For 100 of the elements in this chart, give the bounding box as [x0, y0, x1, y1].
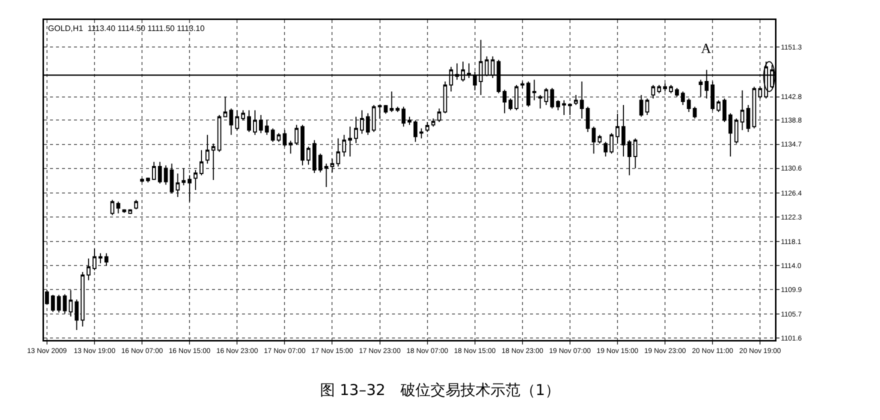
candlestick	[188, 174, 192, 202]
candlestick	[538, 94, 542, 109]
candlestick	[431, 118, 436, 128]
candlestick	[437, 108, 442, 122]
candlestick	[300, 124, 304, 166]
candlestick	[610, 132, 614, 154]
candlestick	[633, 138, 638, 169]
candlestick	[98, 252, 102, 264]
candlestick	[562, 100, 566, 116]
candlestick	[627, 140, 632, 176]
candlestick	[372, 104, 376, 132]
candlestick	[116, 201, 120, 214]
candlestick	[443, 81, 448, 114]
candlestick	[200, 150, 204, 176]
candlestick	[146, 177, 150, 183]
candlestick	[324, 163, 328, 188]
candlestick	[366, 112, 370, 136]
candlestick	[384, 104, 388, 114]
candlestick	[229, 108, 234, 136]
candlestick	[740, 90, 744, 131]
candlestick	[354, 116, 358, 144]
candlestick	[604, 141, 608, 158]
candlestick	[318, 153, 322, 173]
candlestick	[568, 102, 572, 116]
candlestick	[502, 89, 507, 114]
candlestick	[710, 81, 715, 111]
candlestick	[86, 258, 91, 281]
candlestick	[728, 112, 732, 158]
candlestick	[419, 128, 424, 139]
candlestick	[526, 81, 530, 108]
candlestick	[194, 170, 198, 190]
candlestick	[92, 248, 96, 271]
candlestick	[592, 126, 596, 154]
candlestick	[270, 128, 275, 142]
candlestick	[288, 140, 293, 154]
candlestick	[413, 120, 418, 142]
candlestick	[348, 126, 352, 158]
candlestick	[544, 87, 548, 106]
candlestick	[752, 86, 756, 129]
candlestick	[134, 199, 138, 210]
candlestick	[396, 106, 400, 113]
candlestick	[50, 294, 55, 312]
candlestick	[110, 199, 114, 216]
candlestick	[342, 134, 346, 158]
candlestick	[282, 130, 287, 148]
candlestick	[158, 161, 162, 184]
candlestick	[360, 110, 364, 134]
candlestick	[639, 94, 644, 118]
candlestick	[205, 134, 210, 164]
candlestick	[56, 294, 61, 313]
candlestick	[520, 81, 524, 88]
candlestick	[276, 132, 281, 142]
candlestick	[669, 84, 673, 94]
candlestick	[241, 110, 246, 121]
candlestick	[408, 116, 412, 126]
candlestick	[514, 84, 518, 111]
candlestick	[680, 91, 685, 106]
candlestick	[336, 138, 340, 168]
candlestick	[402, 106, 406, 128]
candlestick	[140, 178, 144, 183]
candlestick	[170, 163, 174, 194]
candlestick	[716, 100, 720, 113]
candlestick	[253, 110, 257, 136]
candlestick	[74, 299, 79, 331]
candlestick	[508, 98, 512, 111]
candlestick	[235, 110, 240, 131]
candlestick	[68, 290, 73, 318]
candlestick	[258, 114, 263, 134]
candlestick	[217, 114, 222, 152]
candlestick	[176, 173, 180, 198]
candlestick	[45, 290, 49, 305]
candlestick	[674, 87, 679, 98]
candlestick	[622, 104, 626, 158]
text: 图 13–32 破位交易技术示范（1）	[320, 380, 560, 399]
candlestick	[746, 104, 750, 132]
candlestick	[734, 118, 738, 144]
candlestick	[80, 272, 85, 328]
candlestick	[651, 84, 656, 100]
candlestick	[330, 158, 334, 173]
candlestick	[62, 294, 67, 314]
candlestick	[104, 252, 108, 266]
candlestick	[128, 208, 132, 214]
candlestick	[306, 146, 310, 166]
candlestick	[425, 121, 430, 132]
candlestick	[294, 124, 299, 146]
annotation: GOLD,H1 1113.40 1114.50 1111.50 1113.10	[48, 24, 206, 33]
candlestick	[152, 161, 156, 180]
candlestick	[698, 79, 703, 98]
candlestick	[550, 87, 554, 109]
candlestick	[722, 98, 726, 122]
candlestick	[247, 110, 251, 132]
candlestick	[312, 140, 316, 174]
candlestick	[211, 143, 216, 180]
candlestick	[223, 96, 228, 118]
candlestick	[264, 120, 269, 136]
candlestick	[616, 113, 620, 144]
candlestick	[686, 98, 691, 113]
candlestick	[580, 81, 584, 119]
candlestick	[586, 106, 590, 132]
candlestick	[574, 94, 578, 106]
